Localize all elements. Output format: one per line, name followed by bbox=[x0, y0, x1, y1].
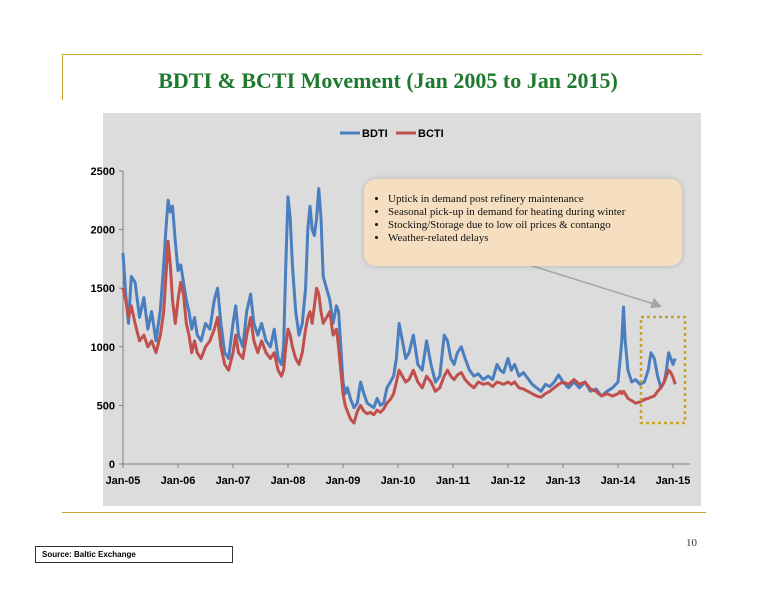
x-tick-label: Jan-08 bbox=[271, 475, 306, 487]
annotation-callout: Uptick in demand post refinery maintenan… bbox=[364, 179, 682, 266]
x-tick-label: Jan-11 bbox=[436, 475, 470, 487]
x-tick-label: Jan-06 bbox=[161, 475, 196, 487]
bottom-rule bbox=[62, 512, 706, 513]
legend-label: BDTI bbox=[362, 128, 388, 140]
y-tick-label: 2500 bbox=[91, 166, 115, 178]
y-tick-label: 1000 bbox=[91, 342, 115, 354]
y-tick-label: 500 bbox=[97, 400, 115, 412]
annotation-arrowhead bbox=[650, 298, 662, 308]
annotation-bullet: Seasonal pick-up in demand for heating d… bbox=[388, 206, 674, 219]
y-tick-label: 2000 bbox=[91, 225, 115, 237]
annotation-bullet: Uptick in demand post refinery maintenan… bbox=[388, 193, 674, 206]
x-tick-label: Jan-13 bbox=[546, 475, 581, 487]
chart-overlay bbox=[522, 262, 687, 425]
annotation-bullet: Weather-related delays bbox=[388, 232, 674, 245]
y-tick-label: 1500 bbox=[91, 283, 115, 295]
x-tick-label: Jan-15 bbox=[656, 475, 691, 487]
left-rule bbox=[62, 54, 63, 100]
annotation-arrow bbox=[522, 262, 655, 305]
annotation-bullet: Stocking/Storage due to low oil prices &… bbox=[388, 219, 674, 232]
series-line-bcti bbox=[121, 239, 677, 425]
x-tick-label: Jan-07 bbox=[216, 475, 251, 487]
legend-label: BCTI bbox=[418, 128, 444, 140]
page-number: 10 bbox=[686, 537, 697, 549]
top-rule bbox=[62, 54, 702, 55]
chart-series bbox=[121, 187, 677, 425]
x-tick-label: Jan-12 bbox=[491, 475, 526, 487]
source-note: Source: Baltic Exchange bbox=[35, 546, 233, 563]
y-tick-label: 0 bbox=[109, 459, 115, 471]
x-tick-label: Jan-09 bbox=[326, 475, 361, 487]
x-tick-label: Jan-14 bbox=[601, 475, 637, 487]
chart-axes: 0 500 1000 1500 2000 2500 Jan-05 Jan-06 Jan-07 Ja… bbox=[91, 128, 691, 487]
chart-panel bbox=[103, 113, 701, 506]
chart-legend: BDTI BCTI bbox=[340, 128, 444, 140]
highlight-box bbox=[639, 315, 687, 425]
x-tick-label: Jan-05 bbox=[106, 475, 141, 487]
slide-title: BDTI & BCTI Movement (Jan 2005 to Jan 20… bbox=[158, 68, 618, 93]
x-tick-label: Jan-10 bbox=[381, 475, 416, 487]
